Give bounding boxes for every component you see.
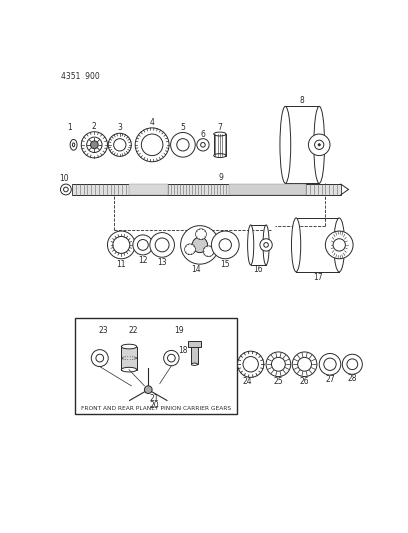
Circle shape: [168, 354, 175, 362]
Circle shape: [91, 141, 98, 149]
Bar: [72, 184, 341, 195]
Text: 25: 25: [274, 377, 283, 386]
Circle shape: [81, 132, 107, 158]
Ellipse shape: [73, 143, 75, 147]
Circle shape: [318, 144, 320, 146]
Circle shape: [96, 354, 104, 362]
Ellipse shape: [314, 106, 325, 183]
Text: 26: 26: [300, 377, 309, 386]
Text: 4: 4: [150, 118, 155, 127]
Text: 19: 19: [174, 326, 184, 335]
Bar: [191, 346, 197, 364]
Circle shape: [135, 128, 169, 161]
Ellipse shape: [291, 218, 301, 272]
Circle shape: [164, 350, 179, 366]
Circle shape: [133, 235, 153, 255]
Circle shape: [113, 139, 126, 151]
Circle shape: [324, 358, 336, 370]
Bar: [188, 341, 201, 346]
Circle shape: [197, 139, 209, 151]
Text: 8: 8: [300, 95, 305, 104]
Circle shape: [347, 359, 358, 370]
Ellipse shape: [121, 367, 137, 372]
Ellipse shape: [121, 344, 137, 349]
Circle shape: [298, 357, 312, 371]
Ellipse shape: [280, 106, 291, 183]
Ellipse shape: [248, 225, 254, 265]
Circle shape: [192, 237, 208, 253]
Text: 12: 12: [138, 256, 148, 265]
Bar: [129, 184, 168, 195]
Circle shape: [201, 142, 205, 147]
Text: 13: 13: [157, 258, 167, 267]
Circle shape: [260, 239, 272, 251]
Text: 3: 3: [118, 123, 122, 132]
Ellipse shape: [214, 132, 226, 136]
Circle shape: [325, 231, 353, 259]
Circle shape: [60, 184, 71, 195]
Circle shape: [64, 187, 68, 192]
Circle shape: [237, 351, 264, 377]
Text: 2: 2: [92, 122, 97, 131]
Text: 9: 9: [219, 173, 224, 182]
Circle shape: [108, 133, 131, 156]
Circle shape: [319, 353, 341, 375]
Circle shape: [211, 231, 239, 259]
Circle shape: [171, 133, 195, 157]
Text: 23: 23: [99, 326, 109, 335]
Circle shape: [203, 246, 214, 256]
Text: 28: 28: [348, 374, 357, 383]
Circle shape: [185, 244, 195, 255]
Circle shape: [144, 386, 152, 393]
Circle shape: [181, 225, 219, 264]
Text: 4351  900: 4351 900: [61, 71, 100, 80]
Circle shape: [315, 140, 324, 149]
Text: 20: 20: [150, 401, 159, 409]
Text: 24: 24: [242, 377, 252, 386]
Text: 22: 22: [128, 326, 137, 335]
Text: 16: 16: [253, 265, 263, 274]
Circle shape: [271, 357, 285, 371]
Text: 18: 18: [178, 346, 188, 355]
Circle shape: [91, 350, 108, 367]
Circle shape: [177, 139, 189, 151]
Ellipse shape: [334, 218, 345, 272]
Text: 10: 10: [60, 174, 69, 183]
Text: 21: 21: [150, 394, 159, 403]
Circle shape: [333, 239, 346, 251]
Circle shape: [113, 237, 130, 253]
Text: 17: 17: [313, 273, 322, 282]
Text: 27: 27: [325, 375, 335, 384]
Ellipse shape: [70, 140, 77, 150]
Ellipse shape: [214, 154, 226, 158]
Circle shape: [195, 229, 206, 239]
Circle shape: [308, 134, 330, 156]
Bar: [75, 318, 237, 414]
Circle shape: [266, 352, 291, 377]
Circle shape: [137, 239, 148, 251]
Text: FRONT AND REAR PLANET PINION CARRIER GEARS: FRONT AND REAR PLANET PINION CARRIER GEA…: [81, 406, 231, 410]
Bar: [121, 346, 137, 370]
Text: 14: 14: [191, 265, 201, 274]
Circle shape: [155, 238, 169, 252]
Circle shape: [107, 231, 135, 259]
Ellipse shape: [263, 225, 269, 265]
Text: 7: 7: [217, 123, 222, 132]
Circle shape: [342, 354, 362, 374]
Circle shape: [86, 137, 102, 152]
Text: 11: 11: [117, 260, 126, 269]
Text: 5: 5: [180, 123, 185, 132]
Circle shape: [219, 239, 231, 251]
Text: 15: 15: [220, 260, 230, 269]
Circle shape: [292, 352, 317, 377]
Circle shape: [264, 243, 268, 247]
Circle shape: [243, 357, 258, 372]
Bar: [214, 134, 226, 156]
Text: 1: 1: [67, 123, 72, 132]
Circle shape: [141, 134, 163, 156]
Text: 6: 6: [200, 130, 205, 139]
Circle shape: [150, 232, 175, 257]
Bar: [229, 184, 306, 195]
Ellipse shape: [191, 363, 197, 366]
